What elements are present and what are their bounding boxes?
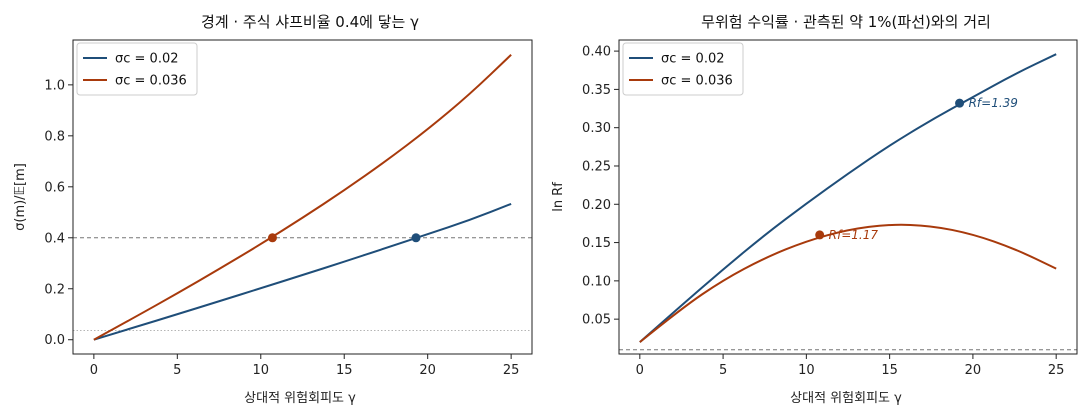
chart-1-legend-label-1: σc = 0.036 — [661, 74, 733, 89]
chart-0-legend-label-1: σc = 0.036 — [115, 74, 187, 89]
chart-1-xtick-label-1: 5 — [719, 363, 727, 378]
chart-0-legend: σc = 0.02 σc = 0.036 — [76, 42, 198, 96]
chart-left-xlabel: 상대적 위험회피도 γ — [244, 391, 356, 406]
chart-right-title: 무위험 수익률 · 관측된 약 1%(파선)와의 거리 — [701, 13, 991, 31]
chart-0-ytick-label-4: 0.8 — [44, 129, 65, 144]
chart-1-ytick-label-1: 0.10 — [582, 274, 611, 289]
chart-right-xlabel: 상대적 위험회피도 γ — [790, 391, 902, 406]
chart-0-xtick-label-5: 25 — [503, 363, 520, 378]
chart-1-ytick-label-5: 0.30 — [582, 121, 611, 136]
chart-1-legend: σc = 0.02 σc = 0.036 — [622, 42, 744, 96]
chart-1-xtick-label-4: 20 — [965, 363, 982, 378]
chart-0-xtick-label-4: 20 — [419, 363, 436, 378]
chart-0-legend-box — [76, 42, 198, 96]
chart-left-title: 경계 · 주식 샤프비율 0.4에 닿는 γ — [201, 13, 419, 31]
chart-0-marker-0 — [267, 233, 277, 243]
chart-1-marker-label-1: Rf=1.39 — [969, 96, 1018, 110]
chart-left: 경계 · 주식 샤프비율 0.4에 닿는 γ 상대적 위험회피도 γ σ(m)/… — [13, 13, 533, 406]
chart-0-xtick-label-2: 10 — [252, 363, 269, 378]
chart-1-xtick-label-3: 15 — [881, 363, 898, 378]
chart-0-frame — [72, 39, 533, 355]
chart-0-series-line-0 — [93, 202, 512, 341]
chart-0-ytick-label-1: 0.2 — [44, 282, 65, 297]
chart-1-xtick-label-0: 0 — [636, 363, 644, 378]
chart-0-legend-label-0: σc = 0.02 — [115, 52, 179, 67]
chart-right: 무위험 수익률 · 관측된 약 1%(파선)와의 거리 상대적 위험회피도 γ … — [551, 13, 1078, 406]
chart-1-ytick-label-0: 0.05 — [582, 313, 611, 328]
chart-0-ytick-label-3: 0.6 — [44, 180, 65, 195]
chart-1-frame — [618, 39, 1078, 355]
chart-right-plot: Rf=1.17 Rf=1.39 0 5 10 15 20 25 0.05 0.10 0.15 0.20… — [582, 39, 1078, 378]
chart-1-marker-1 — [955, 98, 965, 108]
chart-1-series-line-1 — [639, 223, 1057, 343]
chart-1-xtick-label-5: 25 — [1048, 363, 1065, 378]
chart-0-marker-1 — [411, 233, 421, 243]
chart-1-legend-box — [622, 42, 744, 96]
chart-0-ytick-label-2: 0.4 — [44, 231, 65, 246]
chart-1-legend-label-0: σc = 0.02 — [661, 52, 725, 67]
chart-1-series-line-0 — [639, 53, 1057, 343]
chart-1-ytick-label-3: 0.20 — [582, 198, 611, 213]
chart-0-ytick-label-5: 1.0 — [44, 78, 65, 93]
chart-0-series-line-1 — [93, 54, 512, 341]
chart-left-ylabel: σ(m)/𝔼[m] — [13, 163, 28, 231]
chart-0-xtick-label-1: 5 — [173, 363, 181, 378]
chart-left-plot: 0 5 10 15 20 250.00.20.40.60.81.0σc = 0.02σc … — [44, 39, 533, 378]
chart-1-ytick-label-2: 0.15 — [582, 236, 611, 251]
chart-0-xtick-label-3: 15 — [336, 363, 353, 378]
chart-1-marker-0 — [815, 230, 825, 240]
chart-right-ylabel: ln Rf — [551, 182, 566, 212]
chart-0-ytick-label-0: 0.0 — [44, 333, 65, 348]
chart-1-ytick-label-6: 0.35 — [582, 83, 611, 98]
chart-0-xtick-label-0: 0 — [90, 363, 98, 378]
chart-1-ytick-label-7: 0.40 — [582, 45, 611, 60]
chart-1-ytick-label-4: 0.25 — [582, 159, 611, 174]
chart-1-xtick-label-2: 10 — [798, 363, 815, 378]
chart-1-marker-label-0: Rf=1.17 — [829, 228, 879, 242]
